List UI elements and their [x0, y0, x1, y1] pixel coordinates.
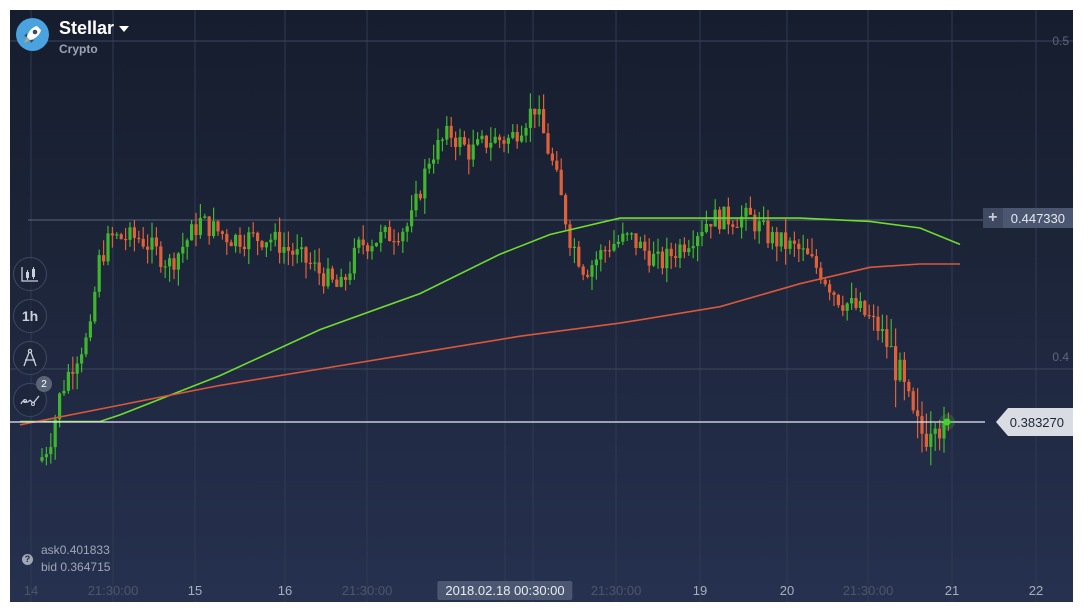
drawing-tools-button[interactable]	[13, 341, 47, 375]
bid-label: bid	[41, 560, 58, 574]
plus-icon[interactable]: +	[982, 208, 1003, 228]
ask-row: ask0.401833	[41, 542, 110, 559]
x-axis: 14 21:30:00 15 16 21:30:00 2018.02.18 00:30:0…	[10, 578, 1073, 602]
compass-icon	[23, 348, 37, 367]
price-tag-arrow	[995, 408, 1008, 436]
indicators-count-badge: 2	[36, 376, 52, 392]
x-axis-tick-label: 21:30:00	[341, 583, 393, 598]
candlestick-chart-icon	[21, 267, 38, 282]
bid-value: 0.364715	[60, 560, 111, 574]
timeframe-label: 1h	[21, 308, 39, 324]
x-axis-tick-label: 21:30:00	[842, 583, 894, 598]
x-axis-tick-label: 21:30:00	[87, 583, 139, 598]
x-axis-tick-label: 15	[187, 583, 203, 598]
quote-panel: ? ask0.401833 bid 0.364715	[22, 542, 110, 576]
chart-area[interactable]: Stellar Crypto 1h 2 0.5 0.4 + 0.447330	[10, 10, 1073, 602]
current-price-tag: 0.383270	[995, 408, 1073, 436]
asset-category: Crypto	[59, 42, 98, 56]
indicator-wave-icon	[20, 395, 40, 406]
x-axis-tick-label: 21	[944, 583, 960, 598]
price-plot[interactable]	[10, 10, 1073, 602]
indicators-button[interactable]: 2	[13, 376, 52, 417]
y-axis-label-top: 0.5	[1052, 34, 1069, 48]
ask-label: ask	[41, 543, 60, 557]
x-axis-tick-label: 20	[779, 583, 795, 598]
horizontal-line-tag[interactable]: + 0.447330	[982, 208, 1073, 228]
asset-name[interactable]: Stellar	[59, 18, 130, 38]
asset-selector[interactable]: Stellar Crypto	[16, 18, 130, 56]
rocket-icon	[16, 18, 49, 51]
current-price-value: 0.383270	[1007, 408, 1073, 436]
x-axis-tick-label: 2018.02.18 00:30:00	[437, 581, 573, 600]
y-axis-label-mid: 0.4	[1052, 350, 1069, 364]
x-axis-tick-label: 16	[277, 583, 293, 598]
x-axis-tick-label: 21:30:00	[590, 583, 642, 598]
x-axis-tick-label: 22	[1028, 583, 1044, 598]
timeframe-button[interactable]: 1h	[13, 299, 47, 333]
horizontal-line-value: 0.447330	[1002, 208, 1073, 228]
bid-row: bid 0.364715	[41, 559, 110, 576]
chart-type-button[interactable]	[13, 257, 47, 291]
x-axis-tick-label: 14	[23, 583, 39, 598]
help-icon[interactable]: ?	[22, 553, 33, 565]
x-axis-tick-label: 19	[692, 583, 708, 598]
ask-value: 0.401833	[59, 543, 110, 557]
chevron-down-icon	[119, 26, 130, 33]
